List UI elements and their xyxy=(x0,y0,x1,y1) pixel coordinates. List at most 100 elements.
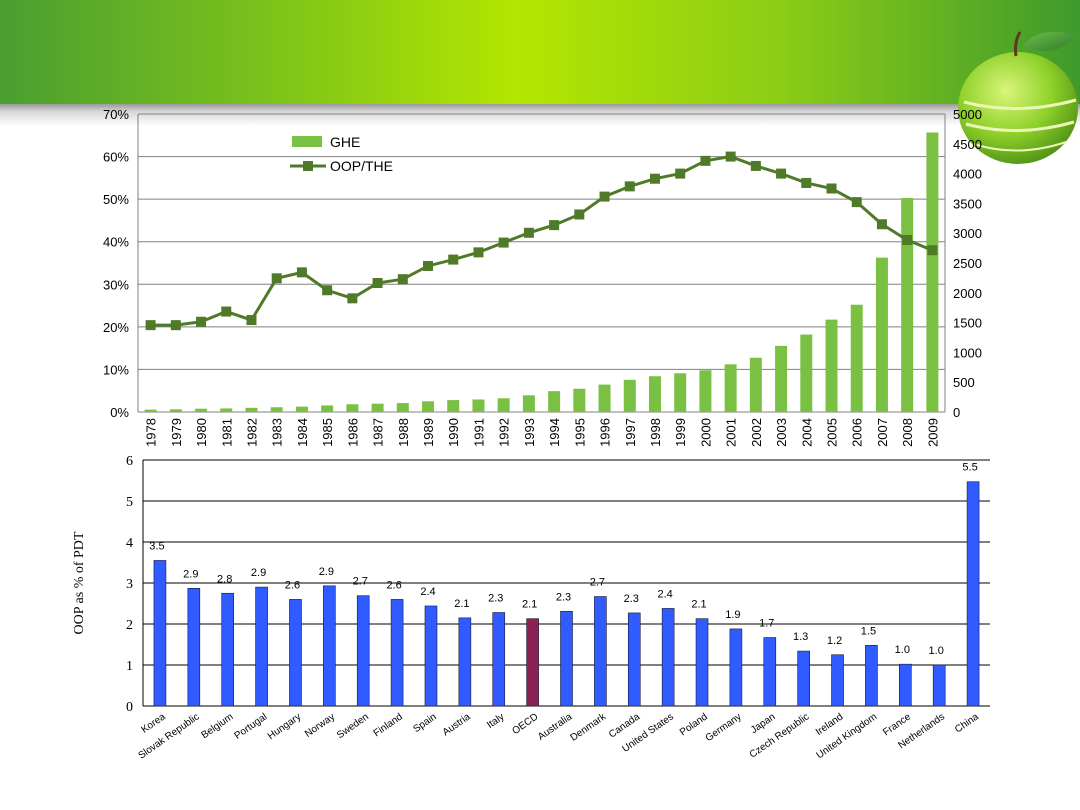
data-label: 2.7 xyxy=(353,576,368,588)
country-bar xyxy=(458,617,472,707)
legend-oop-label: OOP/THE xyxy=(330,158,393,174)
oop-the-marker xyxy=(448,254,459,265)
ghe-bar xyxy=(623,379,636,412)
data-label: 2.1 xyxy=(691,599,706,611)
data-label: 1.3 xyxy=(793,631,808,643)
country-tick-label: United Kingdom xyxy=(815,711,880,761)
oop-the-marker xyxy=(675,168,686,179)
data-label: 2.3 xyxy=(624,593,639,605)
legend-oop-marker xyxy=(303,161,313,171)
data-label: 2.1 xyxy=(454,598,469,610)
left-axis-tick-label: 0% xyxy=(110,405,129,420)
country-tick-label: Spain xyxy=(411,711,438,735)
oop-the-marker xyxy=(196,316,207,327)
ghe-bar xyxy=(346,404,359,412)
right-axis-tick-label: 5000 xyxy=(953,107,982,122)
country-bar xyxy=(763,637,777,707)
ghe-bar xyxy=(195,408,208,412)
data-label: 1.0 xyxy=(929,645,944,657)
oop-the-marker xyxy=(347,293,358,304)
oop-the-marker xyxy=(322,285,333,296)
data-label: 1.5 xyxy=(861,625,876,637)
year-tick-label: 2006 xyxy=(850,418,865,447)
data-label: 3.5 xyxy=(149,540,164,552)
right-axis-tick-label: 4000 xyxy=(953,167,982,182)
year-tick-label: 1999 xyxy=(673,418,688,447)
data-label: 5.5 xyxy=(962,462,977,474)
oop-the-marker xyxy=(523,227,534,238)
oop-the-marker xyxy=(927,245,938,256)
data-label: 1.9 xyxy=(725,609,740,621)
ghe-bar xyxy=(548,391,561,412)
ghe-bar xyxy=(497,398,510,412)
oop-the-marker xyxy=(876,219,887,230)
year-tick-label: 1978 xyxy=(144,418,159,447)
country-bar xyxy=(255,586,268,707)
data-label: 2.3 xyxy=(556,591,571,603)
oop-the-marker xyxy=(473,247,484,258)
oop-the-marker xyxy=(372,278,383,289)
country-bar xyxy=(661,608,675,707)
ghe-bar xyxy=(850,304,863,412)
country-tick-label: Portugal xyxy=(232,711,269,741)
top-chart: 0% 10% 20% 30% 40% 50% 60% 70% 0 500 1000 1500 2000 2… xyxy=(103,107,982,447)
right-axis-tick-label: 3000 xyxy=(953,226,982,241)
country-bar xyxy=(966,481,980,707)
oop-the-marker xyxy=(549,220,560,231)
country-bar xyxy=(526,618,539,707)
year-tick-label: 2003 xyxy=(774,418,789,447)
data-label: 2.8 xyxy=(217,573,232,585)
oop-the-marker xyxy=(574,209,585,220)
oop-the-marker xyxy=(423,260,434,271)
country-bar xyxy=(932,664,946,707)
oop-the-marker xyxy=(776,168,787,179)
right-axis-tick-label: 0 xyxy=(953,405,960,420)
country-tick-label: Japan xyxy=(749,711,778,736)
oop-the-marker xyxy=(801,177,812,188)
year-tick-label: 1984 xyxy=(295,418,310,447)
year-tick-label: 2001 xyxy=(724,418,739,447)
country-tick-label: Belgium xyxy=(200,711,236,741)
right-axis-tick-label: 1000 xyxy=(953,345,982,360)
country-tick-label: Hungary xyxy=(266,711,303,742)
country-bar xyxy=(560,610,573,707)
y-axis-tick-label: 2 xyxy=(126,618,133,633)
oop-the-marker xyxy=(700,155,711,166)
year-tick-label: 2005 xyxy=(825,418,840,447)
year-tick-label: 1995 xyxy=(572,418,587,447)
legend-ghe-swatch xyxy=(292,136,322,147)
year-tick-label: 1989 xyxy=(421,418,436,447)
right-axis-tick-label: 500 xyxy=(953,375,975,390)
year-tick-label: 1981 xyxy=(219,418,234,447)
country-bar xyxy=(323,585,336,707)
oop-the-marker xyxy=(649,173,660,184)
ghe-bar xyxy=(144,409,157,412)
country-bar xyxy=(898,663,912,707)
y-axis-title: OOP as % of PDT xyxy=(72,531,87,634)
country-bar xyxy=(289,599,302,707)
ghe-bar xyxy=(220,408,233,412)
oop-the-marker xyxy=(851,197,862,208)
ghe-bar xyxy=(270,407,283,412)
ghe-bar xyxy=(396,403,409,412)
year-tick-label: 1994 xyxy=(547,418,562,447)
y-axis-tick-label: 3 xyxy=(126,577,133,592)
green-apple-icon xyxy=(958,31,1078,164)
ghe-bar xyxy=(472,399,485,412)
country-tick-label: Australia xyxy=(536,711,575,743)
left-axis-tick-label: 20% xyxy=(103,320,129,335)
country-tick-label: China xyxy=(953,711,981,735)
data-label: 1.2 xyxy=(827,635,842,647)
data-label: 2.9 xyxy=(319,566,334,578)
ghe-bar xyxy=(295,406,308,412)
data-label: 1.0 xyxy=(895,644,910,656)
oop-the-marker xyxy=(599,191,610,202)
ghe-bar xyxy=(901,198,914,412)
data-label: 2.7 xyxy=(590,577,605,589)
year-tick-label: 2004 xyxy=(799,418,814,447)
data-label: 2.9 xyxy=(251,567,266,579)
country-bar xyxy=(424,605,438,707)
oop-the-line xyxy=(150,155,933,327)
country-tick-label: Czech Republic xyxy=(748,711,812,760)
